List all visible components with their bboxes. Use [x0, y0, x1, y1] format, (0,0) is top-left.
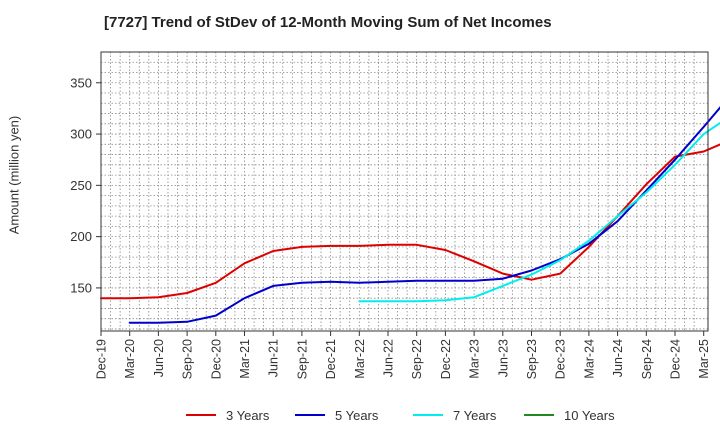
x-tick-label: Dec-19: [95, 339, 109, 379]
legend-label: 3 Years: [226, 407, 270, 423]
x-tick-label: Mar-22: [353, 339, 367, 379]
x-tick-label: Dec-20: [209, 339, 223, 379]
legend-item-5-years: 5 Years: [295, 404, 378, 426]
x-tick-label: Mar-24: [582, 339, 596, 379]
legend-swatch: [186, 414, 216, 416]
x-tick-label: Sep-24: [640, 339, 654, 379]
x-tick-label: Mar-23: [468, 339, 482, 379]
x-tick-label: Mar-20: [123, 339, 137, 379]
x-tick-label: Dec-24: [669, 339, 683, 379]
grid-layer: [101, 52, 708, 331]
x-tick-label: Sep-22: [410, 339, 424, 379]
legend-label: 10 Years: [564, 407, 615, 423]
x-tick-label: Dec-21: [324, 339, 338, 379]
series-line-5-years: [128, 106, 720, 324]
x-tick-label: Mar-25: [697, 339, 711, 379]
x-tick-label: Sep-20: [181, 339, 195, 379]
series-line-7-years: [358, 121, 720, 303]
y-tick-label: 200: [70, 229, 92, 244]
x-tick-label: Jun-23: [496, 339, 510, 377]
y-tick-label: 250: [70, 178, 92, 193]
y-tick-label: 350: [70, 75, 92, 90]
series-layer: [100, 106, 720, 324]
x-tick-label: Jun-21: [267, 339, 281, 377]
x-tick-label: Dec-22: [439, 339, 453, 379]
tick-label-layer: 150 200 250 300 350 Dec-19 Mar-20 Jun-20 Sep-20 D…: [70, 75, 711, 379]
legend-swatch: [524, 414, 554, 416]
x-tick-label: Sep-21: [295, 339, 309, 379]
legend-swatch: [413, 414, 443, 416]
legend-item-3-years: 3 Years: [186, 404, 269, 426]
axis-layer: [96, 51, 709, 336]
x-tick-label: Sep-23: [525, 339, 539, 379]
x-tick-label: Dec-23: [554, 339, 568, 379]
legend-label: 7 Years: [453, 407, 497, 423]
series-line-3-years: [100, 143, 720, 300]
chart-title: [7727] Trend of StDev of 12-Month Moving…: [104, 14, 552, 31]
legend-item-7-years: 7 Years: [413, 404, 496, 426]
x-tick-label: Jun-24: [611, 339, 625, 377]
legend-item-10-years: 10 Years: [524, 404, 615, 426]
y-tick-label: 300: [70, 127, 92, 142]
x-tick-label: Jun-20: [152, 339, 166, 377]
legend: 3 Years 5 Years 7 Years 10 Years: [0, 404, 720, 426]
legend-swatch: [295, 414, 325, 416]
x-tick-label: Jun-22: [382, 339, 396, 377]
y-tick-label: 150: [70, 280, 92, 295]
legend-label: 5 Years: [335, 407, 379, 423]
x-tick-label: Mar-21: [238, 339, 252, 379]
plot-frame: [100, 51, 709, 332]
